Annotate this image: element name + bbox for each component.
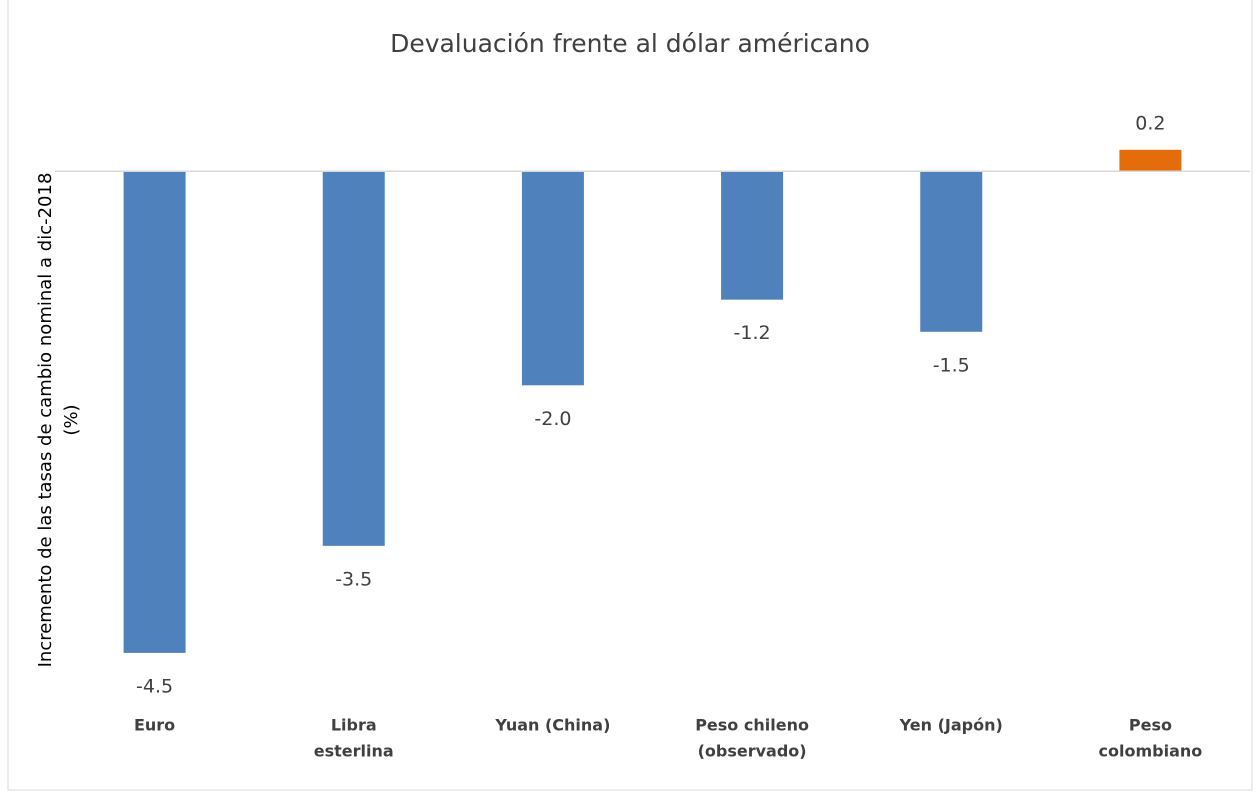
x-tick-label: Peso chileno [695, 716, 809, 735]
x-tick-label: esterlina [314, 742, 394, 761]
chart-border [7, 0, 1253, 791]
chart-title: Devaluación frente al dólar américano [390, 29, 870, 58]
bar [521, 171, 584, 386]
bar [123, 171, 186, 653]
data-label: 0.2 [1135, 112, 1165, 134]
y-axis-label: Incremento de las tasas de cambio nomina… [35, 173, 56, 668]
bar [920, 171, 983, 332]
x-tick-label: Peso [1129, 716, 1172, 735]
data-label: -1.5 [933, 354, 970, 376]
data-label: -4.5 [136, 675, 173, 697]
y-axis-label: (%) [61, 404, 82, 435]
data-label: -2.0 [534, 408, 571, 430]
bar [322, 171, 385, 546]
bar [1119, 149, 1182, 172]
x-tick-label: colombiano [1099, 742, 1203, 761]
x-tick-label: Euro [134, 716, 175, 735]
data-label: -3.5 [335, 568, 372, 590]
x-tick-label: Yuan (China) [494, 716, 610, 735]
x-tick-label: Yen (Japón) [899, 716, 1003, 735]
bar [721, 171, 784, 300]
data-label: -1.2 [734, 322, 771, 344]
x-tick-label: (observado) [698, 742, 807, 761]
x-tick-label: Libra [331, 716, 377, 735]
